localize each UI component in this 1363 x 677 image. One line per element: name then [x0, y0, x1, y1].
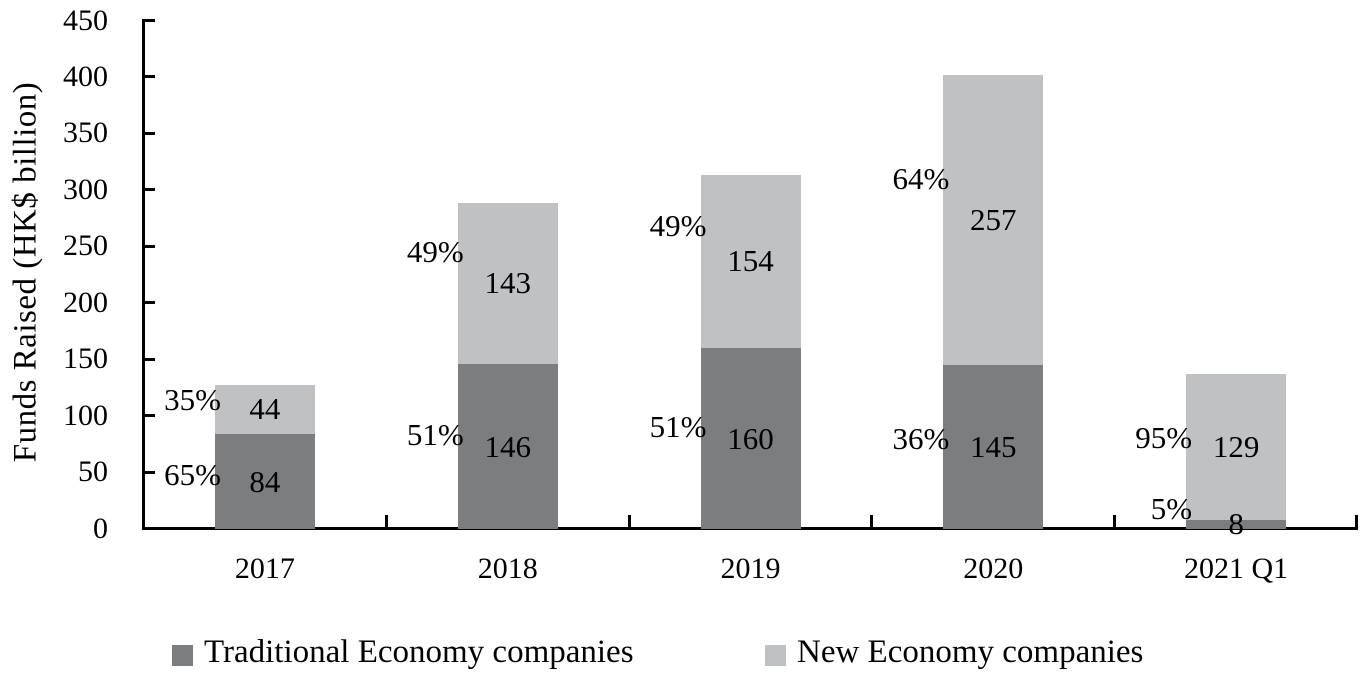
legend: Traditional Economy companies New Economy…: [0, 630, 1363, 677]
bar-percent-label: 65%: [164, 456, 221, 492]
bar-percent-label: 36%: [892, 421, 950, 457]
y-axis-tick-label: 200: [63, 285, 108, 319]
bar-segment-new-economy: [457, 202, 558, 365]
x-category-label: 2018: [477, 552, 538, 585]
x-axis-tick: [627, 515, 631, 527]
y-axis-tick-label: 0: [93, 511, 108, 545]
plot-area: 0 50 100 150 200 250 300 350 400 450 2017 2018 2019 2…: [63, 3, 1358, 585]
y-axis-tick: [145, 244, 155, 248]
y-axis-tick: [145, 357, 155, 361]
bar-segment-new-economy: [700, 174, 801, 349]
y-axis-tick-label: 150: [63, 342, 108, 376]
y-axis-tick-label: 450: [63, 3, 108, 37]
legend-swatch-icon: [765, 645, 786, 666]
bar-segment-traditional: [700, 348, 801, 529]
bar-segment-new-economy: [214, 384, 315, 435]
bar-segment-traditional: [943, 365, 1044, 529]
x-category-label: 2019: [720, 552, 781, 585]
y-axis-tick-label: 50: [78, 455, 108, 489]
bar-percent-label: 49%: [406, 234, 464, 270]
bar-value-label: 160: [727, 420, 774, 456]
x-category-label: 2021 Q1: [1184, 552, 1289, 585]
y-axis-tick-label: 250: [63, 229, 108, 263]
legend-label: New Economy companies: [797, 634, 1144, 670]
bar-segment-new-economy: [943, 75, 1044, 366]
x-category-label: 2017: [234, 552, 295, 585]
bar-value-label: 8: [1228, 506, 1244, 542]
y-axis-tick-label: 400: [63, 59, 108, 93]
x-axis-tick: [384, 515, 388, 527]
bar-value-label: 154: [727, 243, 774, 279]
x-category-label: 2020: [963, 552, 1024, 585]
y-axis-line: [142, 19, 145, 530]
y-axis-tick-label: 350: [63, 116, 108, 150]
y-axis-tick: [145, 301, 155, 305]
y-axis-tick: [145, 470, 155, 474]
bar-segment-new-economy: [1186, 374, 1287, 520]
y-axis-tick: [145, 414, 155, 418]
bar-segment-traditional: [1186, 519, 1287, 529]
bar-percent-label: 35%: [164, 382, 221, 418]
legend-item-new-economy: New Economy companies: [765, 630, 1143, 674]
bar-value-label: 143: [484, 265, 531, 301]
bar-percent-label: 64%: [892, 161, 950, 197]
y-axis-tick: [145, 75, 155, 79]
legend-item-traditional: Traditional Economy companies: [172, 630, 634, 674]
bar-percent-label: 51%: [649, 408, 707, 444]
bar-percent-label: 49%: [649, 208, 707, 244]
bar-segment-traditional: [214, 434, 315, 529]
x-axis-tick: [1113, 515, 1117, 527]
y-axis-tick: [145, 527, 155, 530]
bar-percent-label: 5%: [1150, 491, 1193, 527]
bar-value-label: 146: [484, 428, 531, 464]
x-axis-tick: [1354, 515, 1358, 527]
y-axis-tick-label: 300: [63, 172, 108, 206]
y-axis-tick: [145, 19, 155, 22]
x-axis-tick: [142, 515, 145, 527]
legend-label: Traditional Economy companies: [204, 634, 634, 670]
x-axis-tick: [870, 515, 874, 527]
bar-value-label: 257: [970, 202, 1017, 238]
bar-value-label: 129: [1212, 429, 1260, 465]
legend-swatch-icon: [172, 645, 193, 666]
bar-percent-label: 51%: [406, 416, 464, 452]
bar-segment-traditional: [457, 364, 558, 529]
y-axis-tick: [145, 131, 155, 135]
y-axis-tick: [145, 188, 155, 192]
bar-value-label: 44: [249, 391, 281, 427]
y-axis-tick-label: 100: [63, 398, 108, 432]
bar-value-label: 84: [249, 463, 281, 499]
bar-value-label: 145: [970, 429, 1017, 465]
bar-percent-label: 95%: [1135, 420, 1193, 456]
